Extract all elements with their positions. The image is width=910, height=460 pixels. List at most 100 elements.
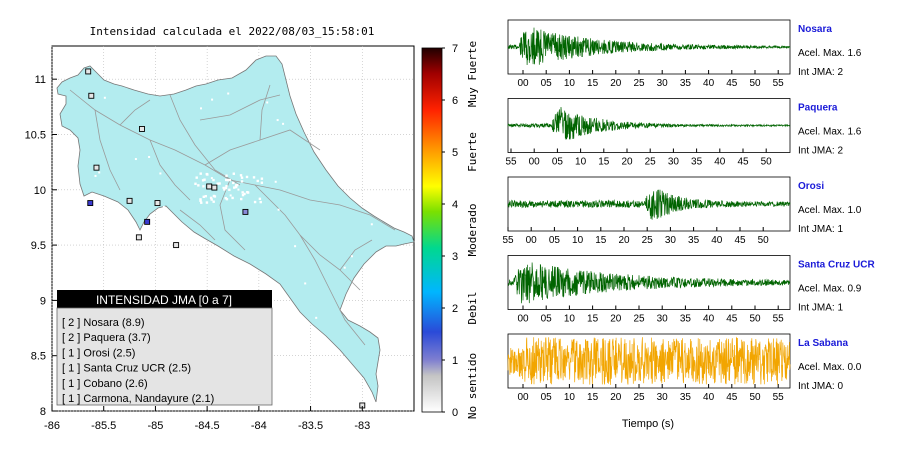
waveform-panel: 55 00 05 10 15 20 25 30 35 40 45 50 Orosi Acel. Max. … — [502, 176, 862, 246]
city-dot — [199, 198, 202, 201]
town-dot — [315, 316, 318, 319]
city-dot — [205, 201, 209, 204]
wave-x-tick-label: 05 — [541, 314, 553, 325]
station-marker — [85, 68, 92, 75]
city-dot — [205, 172, 209, 176]
city-dot — [245, 175, 249, 179]
map-y-ticks: 11 10.5 10 9.5 9 8.5 8 — [25, 74, 57, 418]
map-title: Intensidad calculada el 2022/08/03_15:58… — [90, 25, 375, 38]
town-dot — [222, 186, 225, 189]
town-dot — [81, 275, 84, 278]
wave-x-tick-label: 55 — [773, 78, 785, 89]
city-dot — [241, 193, 245, 197]
station-marker — [135, 234, 142, 241]
wave-x-tick-label: 00 — [529, 157, 541, 168]
station-marker — [126, 197, 133, 204]
wave-x-tick-label: 10 — [572, 235, 584, 246]
wave-x-tick-label: 50 — [749, 392, 761, 403]
wave-x-tick-label: 15 — [595, 235, 607, 246]
wave-x-tick-label: 00 — [517, 78, 529, 89]
city-dot — [240, 176, 244, 179]
station-name: Nosara — [798, 24, 832, 35]
city-dot — [252, 176, 256, 179]
legend-title: INTENSIDAD JMA [0 a 7] — [96, 293, 232, 307]
town-dot — [210, 177, 213, 180]
town-dot — [98, 171, 101, 174]
city-dot — [241, 191, 244, 194]
town-dot — [134, 158, 137, 161]
city-dot — [199, 172, 202, 175]
colorbar-labels: No sentido Debil Moderado Fuerte Muy Fuerte — [466, 41, 479, 419]
x-tick-label: -84 — [251, 420, 267, 432]
colorbar-scale — [421, 47, 443, 413]
x-tick-label: -85 — [147, 420, 163, 432]
int-jma: Int JMA: 0 — [798, 381, 843, 392]
road — [339, 239, 373, 271]
wave-x-tick-label: 40 — [711, 235, 723, 246]
x-tick-label: -83 — [354, 420, 370, 432]
wave-x-tick-label: 10 — [564, 314, 576, 325]
wave-x-tick-label: 25 — [645, 157, 657, 168]
city-dot — [228, 178, 232, 182]
accel-max: Acel. Max. 0.0 — [798, 362, 862, 373]
waveform-trace — [507, 27, 791, 66]
station-name: Santa Cruz UCR — [798, 260, 875, 271]
town-dot — [214, 271, 217, 274]
town-dot — [343, 266, 346, 269]
city-dot — [260, 181, 264, 184]
station-name: Orosi — [798, 181, 824, 192]
town-dot — [370, 223, 373, 226]
int-jma: Int JMA: 2 — [798, 146, 843, 157]
wave-x-tick-label: 35 — [680, 78, 692, 89]
station-marker — [211, 184, 218, 191]
road — [279, 189, 396, 231]
town-dot — [266, 101, 269, 104]
waveform-trace — [507, 106, 791, 140]
colorbar-tick-label: 4 — [452, 199, 458, 211]
wave-x-tick-label: 50 — [758, 235, 770, 246]
city-dot — [236, 183, 239, 187]
city-dot — [243, 192, 246, 196]
city-dot — [225, 184, 228, 188]
colorbar-band-label: Fuerte — [466, 132, 479, 172]
wave-x-tick-label: 20 — [618, 235, 630, 246]
wave-x-tick-label: 00 — [517, 314, 529, 325]
city-dot — [224, 178, 228, 182]
colorbar-band-label: Debil — [466, 291, 479, 324]
accel-max: Acel. Max. 0.9 — [798, 284, 862, 295]
station-marker — [154, 200, 161, 207]
wave-x-tick-label: 30 — [668, 157, 680, 168]
y-tick-label: 10 — [34, 185, 46, 197]
colorbar-band-label: No sentido — [466, 353, 479, 419]
int-jma: Int JMA: 1 — [798, 303, 843, 314]
wave-x-tick-label: 45 — [737, 157, 749, 168]
town-dot — [274, 180, 277, 183]
road — [259, 84, 271, 141]
wave-x-tick-label: 30 — [657, 392, 669, 403]
town-dot — [229, 194, 232, 197]
station-markers — [85, 68, 366, 409]
city-dot — [194, 182, 197, 185]
y-tick-label: 8.5 — [31, 351, 46, 363]
city-dot — [195, 176, 198, 179]
wave-x-tick-label: 50 — [761, 157, 773, 168]
wave-x-tick-label: 40 — [703, 78, 715, 89]
wave-x-tick-label: 40 — [703, 392, 715, 403]
waveform-panel: 00 05 10 15 20 25 30 35 40 45 50 55 La Sabana Acel. M… — [507, 333, 862, 403]
town-dot — [159, 172, 162, 175]
wave-x-tick-label: 10 — [575, 157, 587, 168]
station-marker — [242, 208, 249, 215]
town-dot — [103, 96, 106, 99]
city-dot — [260, 177, 264, 180]
wave-x-tick-label: 25 — [633, 314, 645, 325]
station-name: La Sabana — [798, 338, 848, 349]
city-dot — [212, 194, 216, 198]
wave-x-tick-label: 35 — [691, 157, 703, 168]
city-dot — [204, 194, 207, 198]
legend-item: [ 2 ] Nosara (8.9) — [62, 317, 145, 329]
wave-x-tick-label: 15 — [587, 78, 599, 89]
wave-x-tick-label: 40 — [703, 314, 715, 325]
wave-x-tick-label: 55 — [502, 235, 514, 246]
road — [119, 99, 151, 126]
wave-x-tick-label: 35 — [680, 392, 692, 403]
